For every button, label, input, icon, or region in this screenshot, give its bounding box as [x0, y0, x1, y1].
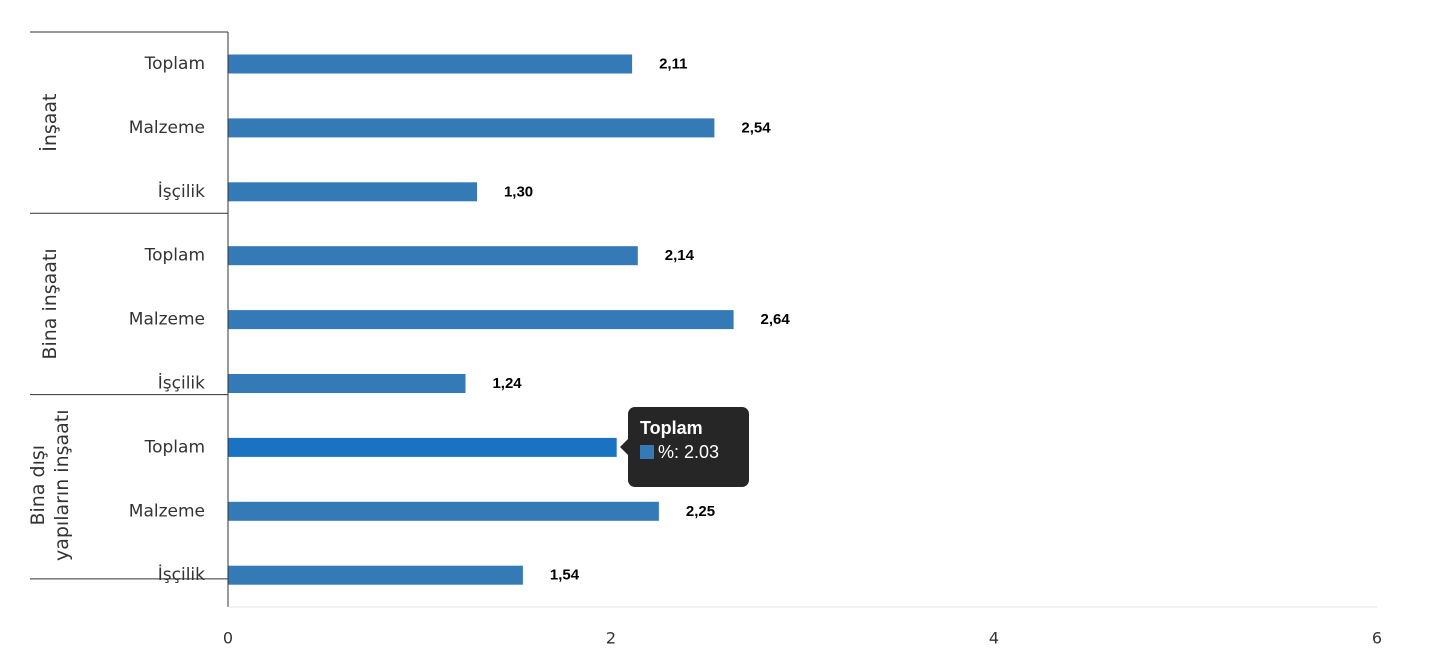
- data-label: 2,11: [659, 56, 687, 73]
- category-label: İşçilik: [158, 564, 205, 585]
- group-label: Bina inşaatı: [39, 248, 61, 359]
- x-tick-label: 6: [1372, 629, 1382, 648]
- data-label: 2,14: [665, 247, 695, 264]
- category-label: Toplam: [144, 437, 205, 457]
- labels-layer: Toplam 2,11 Malzeme 2,54 İşçilik 1,30 İnşaat To…: [27, 54, 790, 585]
- bar-2-i̇şçilik: [228, 374, 466, 393]
- bar-1-i̇şçilik: [228, 182, 477, 202]
- tooltip-title: Toplam: [640, 418, 703, 438]
- category-label: Malzeme: [129, 501, 205, 521]
- category-label: Toplam: [144, 246, 205, 266]
- bar-2-toplam: [228, 246, 638, 266]
- bar-3-toplam: [228, 437, 617, 457]
- category-label: İşçilik: [158, 181, 205, 202]
- group-label: yapıların inşaatı: [51, 409, 73, 561]
- bar-3-malzeme: [228, 501, 659, 521]
- category-label: İşçilik: [158, 373, 205, 394]
- data-label: 1,24: [492, 375, 522, 392]
- x-tick-label: 4: [989, 629, 999, 648]
- data-label: 1,30: [504, 183, 533, 200]
- tooltip-row: %: 2.03: [640, 439, 737, 465]
- category-label: Malzeme: [129, 310, 205, 330]
- bar-1-toplam: [228, 54, 633, 74]
- bar-3-i̇şçilik: [228, 565, 523, 585]
- bar-2-malzeme: [228, 310, 734, 330]
- tooltip-series-swatch: [640, 445, 654, 459]
- data-label: 1,54: [550, 567, 580, 584]
- data-label: 2,25: [686, 503, 715, 520]
- data-label: 2,54: [741, 119, 771, 136]
- bars-layer: [228, 54, 734, 585]
- category-label: Malzeme: [129, 118, 205, 138]
- chart-tooltip: Toplam %: 2.03: [620, 407, 749, 487]
- category-label: Toplam: [144, 54, 205, 74]
- x-tick-label: 0: [223, 629, 233, 648]
- group-label: İnşaat: [38, 94, 61, 152]
- tooltip-series-value: %: 2.03: [658, 442, 720, 462]
- x-tick-label: 2: [606, 629, 616, 648]
- bar-1-malzeme: [228, 118, 715, 138]
- axis-layer: 0 2 4 6: [30, 31, 1382, 648]
- data-label: 2,64: [761, 311, 791, 328]
- group-label: Bina dışı: [27, 445, 49, 526]
